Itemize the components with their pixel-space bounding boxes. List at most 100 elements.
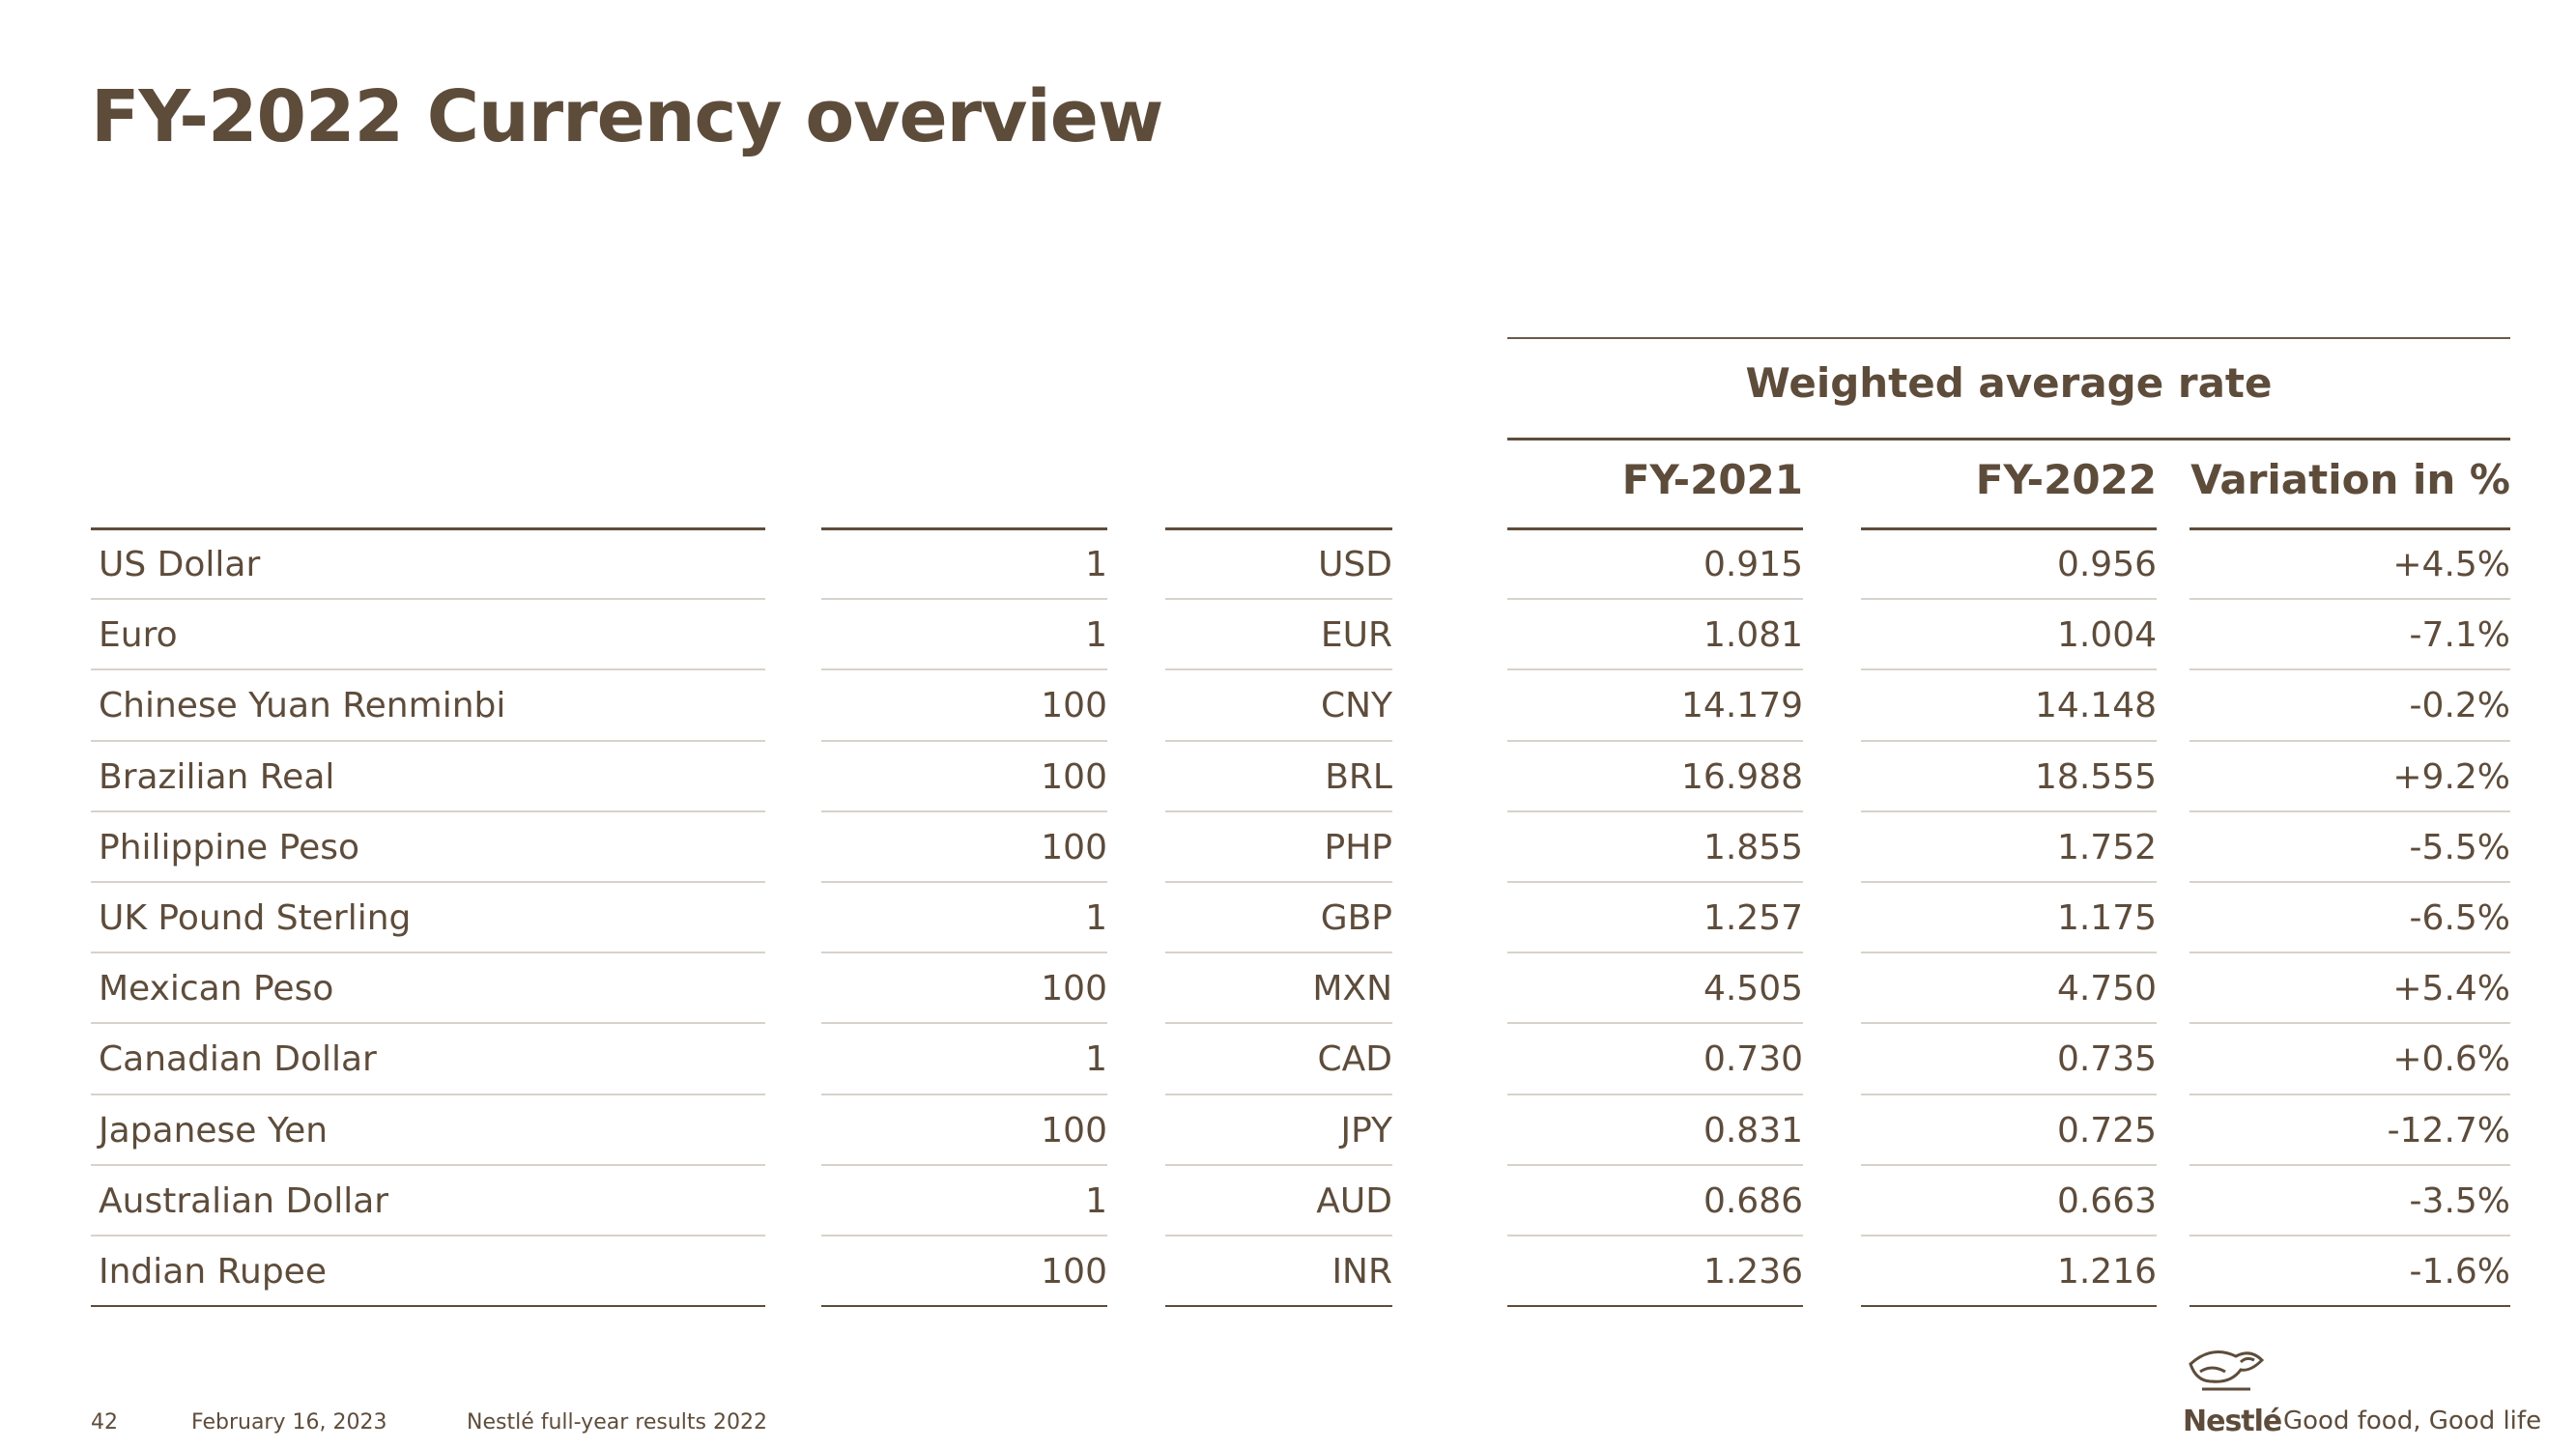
table-cell: 100 [1041,969,1107,1009]
table-cell: PHP [1324,827,1393,867]
footer-date: February 16, 2023 [191,1410,387,1435]
row-divider [821,810,1107,812]
row-divider [1861,1022,2157,1025]
row-divider [1165,952,1392,954]
table-cell: 1.004 [2056,615,2157,656]
table-cell: 100 [1041,1252,1107,1292]
rule [1861,527,2157,530]
row-divider [2190,952,2510,954]
row-divider [1507,739,1803,742]
table-cell: -6.5% [2409,898,2510,938]
logo-icon [2189,1350,2265,1391]
row-divider [1507,881,1803,883]
logo-brand: Nestlé [2183,1405,2282,1438]
row-divider [1165,1093,1392,1095]
currency-name: Philippine Peso [99,827,359,867]
table-cell: -12.7% [2387,1110,2510,1151]
table-cell: 16.988 [1681,756,1803,797]
currency-name: US Dollar [99,545,261,584]
row-divider [2190,1093,2510,1095]
footer-document: Nestlé full-year results 2022 [467,1410,767,1435]
table-cell: 1 [1085,898,1107,938]
row-divider [1861,810,2157,812]
row-divider [91,881,765,883]
rule [821,1305,1107,1308]
column-header: Variation in % [2190,456,2510,503]
row-divider [1165,598,1392,601]
column-header: FY-2022 [1975,456,2157,503]
row-divider [2190,1163,2510,1166]
row-divider [821,881,1107,883]
row-divider [2190,1022,2510,1025]
rule [1507,337,2510,339]
table-cell: 1 [1085,1039,1107,1080]
table-cell: 0.725 [2056,1110,2157,1151]
row-divider [1507,810,1803,812]
currency-name: Indian Rupee [99,1252,327,1292]
row-divider [2190,668,2510,671]
currency-name: Australian Dollar [99,1180,389,1221]
table-cell: GBP [1320,898,1392,938]
table-cell: INR [1331,1252,1392,1292]
row-divider [91,1093,765,1095]
rule [1861,1305,2157,1308]
table-cell: 1.081 [1703,615,1803,656]
row-divider [2190,810,2510,812]
row-divider [1165,1235,1392,1236]
table-cell: 100 [1041,756,1107,797]
row-divider [821,668,1107,671]
table-cell: 0.686 [1703,1180,1803,1221]
row-divider [1165,881,1392,883]
table-cell: 0.730 [1703,1039,1803,1080]
table-cell: 100 [1041,686,1107,726]
table-cell: 0.663 [2056,1180,2157,1221]
table-cell: 0.831 [1703,1110,1803,1151]
row-divider [1861,881,2157,883]
table-cell: 14.179 [1681,686,1803,726]
row-divider [1165,739,1392,742]
currency-name: Japanese Yen [99,1110,329,1151]
rule [2190,527,2510,530]
table-cell: 1 [1085,1180,1107,1221]
table-cell: USD [1318,545,1392,584]
table-cell: -5.5% [2409,827,2510,867]
row-divider [1165,668,1392,671]
row-divider [821,952,1107,954]
row-divider [821,1235,1107,1236]
group-header: Weighted average rate [1745,359,2273,407]
table-cell: BRL [1325,756,1392,797]
table-cell: 1.216 [2056,1252,2157,1292]
row-divider [821,1022,1107,1025]
table-cell: -3.5% [2409,1180,2510,1221]
rule [1507,527,1803,530]
row-divider [821,598,1107,601]
table-cell: MXN [1312,969,1392,1009]
rule [1165,527,1392,530]
table-cell: 4.505 [1703,969,1803,1009]
table-cell: 1.855 [1703,827,1803,867]
table-cell: 100 [1041,1110,1107,1151]
table-cell: -1.6% [2409,1252,2510,1292]
table-cell: 18.555 [2035,756,2157,797]
table-cell: JPY [1340,1110,1392,1151]
row-divider [1861,1163,2157,1166]
rule [1507,1305,1803,1308]
row-divider [91,1022,765,1025]
currency-name: Chinese Yuan Renminbi [99,686,506,726]
row-divider [1165,1163,1392,1166]
table-cell: 0.915 [1703,545,1803,584]
table-cell: +4.5% [2392,545,2510,584]
row-divider [91,952,765,954]
slide-title: FY-2022 Currency overview [91,75,1163,158]
row-divider [2190,1235,2510,1236]
page-number: 42 [91,1410,118,1435]
table-cell: +0.6% [2392,1039,2510,1080]
row-divider [91,1163,765,1166]
row-divider [1165,1022,1392,1025]
table-cell: 1.175 [2056,898,2157,938]
row-divider [91,668,765,671]
currency-name: Brazilian Real [99,756,335,797]
currency-name: UK Pound Sterling [99,898,412,938]
row-divider [821,739,1107,742]
